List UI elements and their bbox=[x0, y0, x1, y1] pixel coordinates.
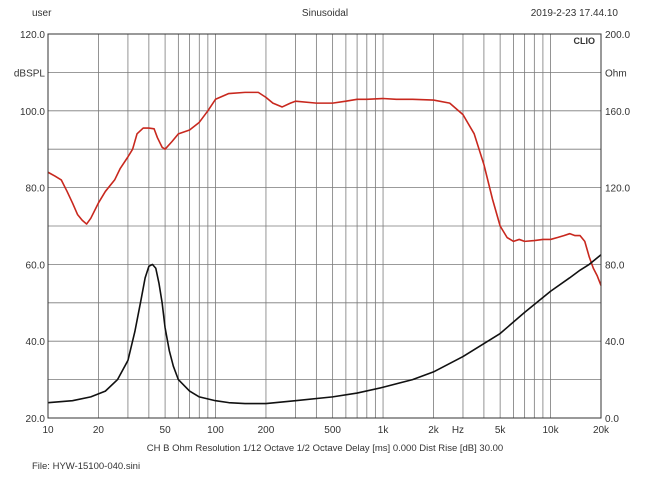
plot-border bbox=[47, 33, 602, 419]
y-right-tick-label: 160.0 bbox=[605, 107, 630, 118]
y-right-axis-label: Ohm bbox=[605, 68, 627, 79]
y-right-tick-label: 120.0 bbox=[605, 184, 630, 195]
y-left-axis-label: dBSPL bbox=[14, 68, 46, 79]
series-layer bbox=[47, 91, 602, 405]
x-tick-label: 50 bbox=[160, 425, 172, 436]
y-left-tick-label: 80.0 bbox=[26, 184, 46, 195]
file-name: File: HYW-15100-040.sini bbox=[32, 461, 141, 472]
x-unit-label: Hz bbox=[452, 425, 464, 436]
x-tick-label: 500 bbox=[324, 425, 341, 436]
y-left-tick-label: 120.0 bbox=[20, 30, 45, 41]
header-mode: Sinusoidal bbox=[301, 8, 349, 19]
header-user: user bbox=[32, 8, 52, 19]
y-right-tick-label: 0.0 bbox=[605, 414, 619, 425]
x-tick-label: 2k bbox=[428, 425, 440, 436]
x-tick-label: 5k bbox=[495, 425, 507, 436]
y-left-tick-label: 100.0 bbox=[20, 107, 45, 118]
x-tick-label: 1k bbox=[378, 425, 390, 436]
x-tick-label: 20k bbox=[593, 425, 610, 436]
plot-frame bbox=[47, 33, 602, 419]
x-tick-label: 100 bbox=[207, 425, 224, 436]
axis-labels: CLIO 10 20 50 100 200 500 1k 2k 5k 10k 20k Hz 20.0 40.… bbox=[14, 30, 631, 436]
y-left-tick-label: 20.0 bbox=[26, 414, 46, 425]
y-right-tick-label: 40.0 bbox=[605, 337, 625, 348]
y-left-tick-label: 60.0 bbox=[26, 260, 46, 271]
x-tick-label: 200 bbox=[258, 425, 275, 436]
impedance-curve bbox=[47, 254, 602, 405]
spl-curve bbox=[47, 91, 602, 286]
x-tick-label: 10 bbox=[42, 425, 54, 436]
x-tick-label: 20 bbox=[93, 425, 105, 436]
y-left-tick-label: 40.0 bbox=[26, 337, 46, 348]
y-right-tick-label: 80.0 bbox=[605, 260, 625, 271]
y-right-tick-label: 200.0 bbox=[605, 30, 630, 41]
x-tick-label: 10k bbox=[543, 425, 560, 436]
header-timestamp: 2019-2-23 17.44.10 bbox=[530, 8, 618, 19]
brand-label: CLIO bbox=[574, 36, 596, 46]
grid bbox=[48, 34, 601, 418]
measurement-settings: CH B Ohm Resolution 1/12 Octave 1/2 Octa… bbox=[146, 443, 504, 454]
